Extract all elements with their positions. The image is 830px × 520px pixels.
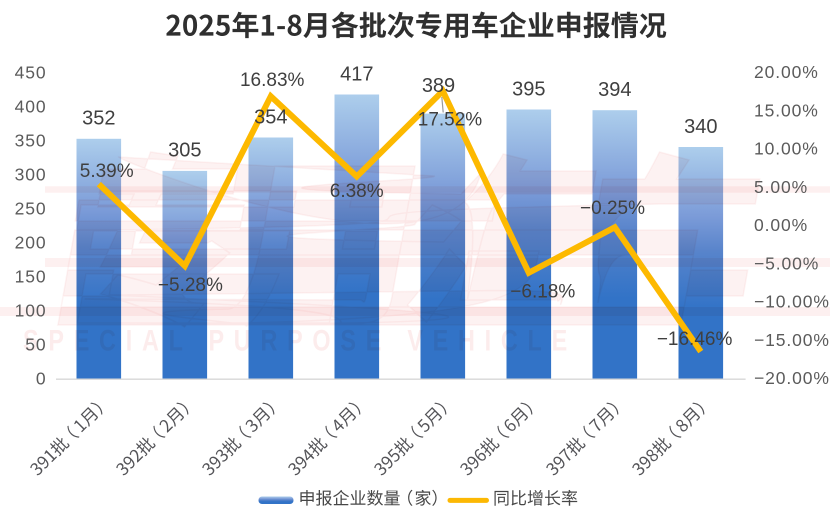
svg-text:5.00%: 5.00% <box>754 177 808 197</box>
svg-text:−15.00%: −15.00% <box>754 330 830 350</box>
svg-text:352: 352 <box>82 108 115 130</box>
svg-text:394: 394 <box>598 79 631 101</box>
svg-text:150: 150 <box>15 266 47 286</box>
svg-text:417: 417 <box>340 63 373 85</box>
svg-text:15.00%: 15.00% <box>754 100 819 120</box>
svg-text:100: 100 <box>15 300 47 320</box>
svg-text:10.00%: 10.00% <box>754 139 819 159</box>
svg-text:−0.25%: −0.25% <box>580 198 645 219</box>
svg-text:−16.46%: −16.46% <box>657 329 733 350</box>
svg-text:−10.00%: −10.00% <box>754 292 830 312</box>
svg-text:395: 395 <box>512 78 545 100</box>
svg-text:400: 400 <box>15 96 47 116</box>
svg-text:340: 340 <box>684 116 717 138</box>
svg-text:6.38%: 6.38% <box>330 181 384 202</box>
svg-text:−6.18%: −6.18% <box>510 281 575 302</box>
svg-text:SPECIAL PURPOSE VEHICLE: SPECIAL PURPOSE VEHICLE <box>23 324 577 357</box>
svg-text:16.83%: 16.83% <box>240 70 305 91</box>
svg-text:−20.00%: −20.00% <box>754 368 830 388</box>
svg-text:350: 350 <box>15 130 47 150</box>
svg-text:−5.00%: −5.00% <box>754 253 819 273</box>
svg-text:305: 305 <box>168 140 201 162</box>
svg-text:20.00%: 20.00% <box>754 62 819 82</box>
svg-text:0.00%: 0.00% <box>754 215 808 235</box>
svg-text:250: 250 <box>15 198 47 218</box>
svg-text:5.39%: 5.39% <box>80 161 134 182</box>
svg-text:−5.28%: −5.28% <box>158 275 223 296</box>
svg-text:17.52%: 17.52% <box>418 110 483 131</box>
svg-text:354: 354 <box>254 106 287 128</box>
svg-text:0: 0 <box>36 368 47 388</box>
svg-text:450: 450 <box>15 62 47 82</box>
svg-text:389: 389 <box>422 75 455 97</box>
svg-text:200: 200 <box>15 232 47 252</box>
svg-text:50: 50 <box>25 334 46 354</box>
svg-text:300: 300 <box>15 164 47 184</box>
